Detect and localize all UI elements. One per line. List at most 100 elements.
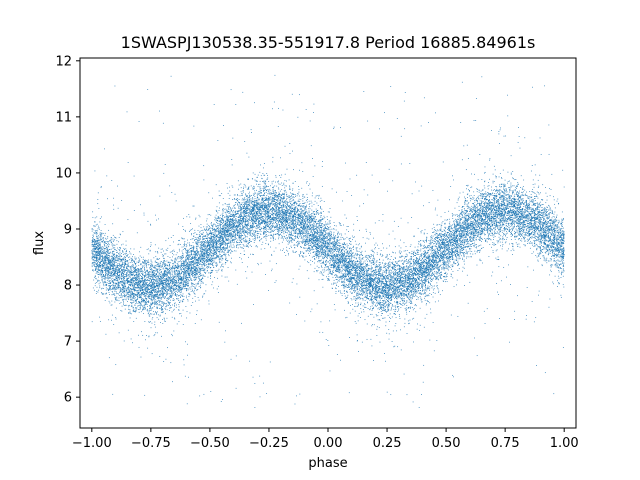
data-point [262,181,264,182]
data-point [106,249,108,251]
data-point [501,220,503,222]
data-point [375,247,376,248]
data-point [282,228,284,230]
data-point [241,199,243,201]
data-point [104,244,105,246]
data-point [146,261,148,263]
data-point [249,204,251,206]
data-point [461,244,463,245]
data-point [553,224,554,226]
data-point [327,228,329,230]
data-point [482,229,483,231]
data-point [510,211,512,213]
data-point [220,236,221,238]
data-point [483,212,485,214]
data-point [430,268,431,269]
data-point [419,268,421,269]
data-point [242,91,244,93]
data-point [253,227,255,228]
data-point [239,208,241,210]
data-point [118,249,120,250]
data-point [187,276,189,278]
data-point [196,264,198,266]
data-point [529,191,531,193]
data-point [143,307,145,309]
data-point [501,213,503,214]
data-point [215,230,216,232]
data-point [286,180,287,182]
data-point [344,286,346,288]
data-point [555,263,557,265]
data-point [276,226,277,228]
data-point [195,300,196,302]
data-point [544,210,546,212]
data-point [135,310,137,312]
data-point [201,275,203,277]
data-point [129,309,131,310]
data-point [466,257,467,259]
data-point [430,262,432,264]
data-point [122,258,124,260]
data-point [275,210,277,212]
data-point [130,289,132,291]
data-point [407,277,409,279]
data-point [506,201,508,203]
data-point [132,272,134,274]
data-point [457,258,459,260]
data-point [510,209,511,210]
data-point [541,232,542,234]
data-point [547,213,549,215]
data-point [530,170,532,172]
data-point [290,212,291,214]
data-point [95,224,97,226]
data-point [251,203,253,205]
data-point [201,243,202,244]
data-point [208,254,210,256]
data-point [288,209,289,211]
data-point [318,195,320,197]
data-point [543,225,545,227]
data-point [537,227,538,229]
data-point [160,296,162,298]
data-point [96,253,98,255]
data-point [563,249,565,251]
data-point [130,269,132,270]
data-point [388,287,390,289]
data-point [321,199,323,201]
data-point [538,207,540,208]
data-point [498,209,500,211]
data-point [217,228,219,230]
data-point [158,280,160,282]
data-point [330,255,331,257]
data-point [157,269,159,271]
data-point [473,206,475,208]
data-point [132,273,134,275]
data-point [184,248,185,249]
data-point [503,196,505,198]
data-point [403,267,405,269]
data-point [442,242,444,244]
data-point [303,240,305,242]
data-point [467,218,468,220]
data-point [99,234,101,235]
data-point [289,207,291,209]
data-point [223,233,225,235]
data-point [349,271,350,273]
data-point [115,298,116,300]
data-point [104,249,105,251]
data-point [425,304,427,306]
data-point [451,235,453,237]
data-point [158,283,160,284]
data-point [371,295,373,297]
data-point [208,252,209,254]
data-point [311,225,313,227]
data-point [153,275,155,277]
data-point [419,307,421,309]
data-point [402,285,404,287]
data-point [506,206,508,208]
data-point [382,288,384,290]
data-point [280,249,281,251]
data-point [517,220,519,222]
data-point [514,204,515,206]
data-point [494,206,496,208]
